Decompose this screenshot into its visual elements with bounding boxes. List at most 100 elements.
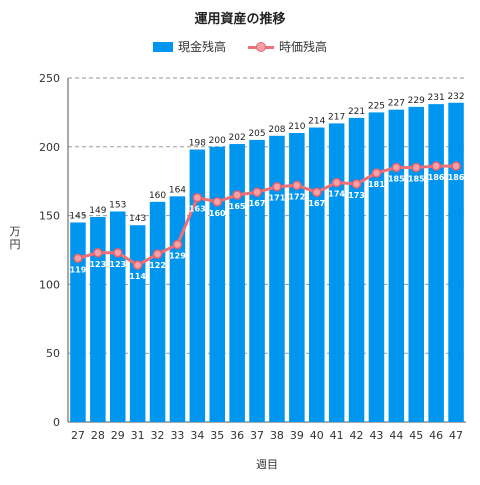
line-value-label: 119 (70, 265, 87, 274)
bar-value-label: 221 (348, 107, 365, 117)
y-tick-label: 200 (39, 141, 60, 154)
line-point (371, 168, 382, 178)
bar (269, 135, 285, 423)
bar-value-label: 164 (169, 185, 186, 195)
bar (189, 149, 206, 422)
line-value-label: 165 (229, 202, 246, 211)
bar (109, 211, 126, 422)
line-value-label: 172 (288, 192, 305, 201)
bar-value-label: 153 (109, 200, 126, 210)
y-tick-label: 50 (46, 347, 60, 360)
line-value-label: 186 (428, 173, 445, 182)
legend-item-market: 時価残高 (248, 38, 327, 55)
bar (229, 144, 245, 422)
y-tick-label: 100 (39, 278, 60, 291)
line-value-label: 185 (388, 174, 405, 183)
y-axis-label: 万円 (9, 225, 21, 251)
x-tick-label: 27 (71, 429, 85, 442)
bar-value-label: 217 (328, 112, 345, 122)
x-tick-label: 39 (290, 429, 304, 442)
line-point (411, 162, 421, 173)
bar (308, 127, 325, 422)
bar-value-label: 231 (428, 93, 445, 103)
x-tick-label: 31 (131, 429, 145, 442)
bar (129, 225, 146, 422)
line-value-label: 163 (189, 205, 206, 214)
x-tick-label: 36 (230, 429, 244, 442)
bar-value-label: 227 (388, 99, 405, 109)
bar-value-label: 208 (268, 125, 285, 135)
chart-title: 運用資産の推移 (194, 12, 286, 27)
bar (408, 106, 425, 423)
x-tick-label: 43 (369, 429, 383, 442)
line-value-label: 186 (448, 173, 465, 182)
x-tick-label: 47 (449, 429, 463, 442)
line-point (113, 248, 123, 258)
bar-value-label: 232 (447, 92, 464, 102)
line-value-label: 167 (249, 199, 266, 208)
bar-value-label: 225 (368, 101, 385, 111)
bar (388, 109, 405, 422)
bar-value-label: 160 (149, 191, 166, 201)
line-value-label: 171 (269, 194, 286, 203)
bar (70, 222, 86, 422)
line-point (172, 239, 183, 250)
line-point (252, 187, 262, 197)
legend-swatch-bar (152, 41, 173, 52)
line-point (132, 260, 143, 270)
x-tick-label: 28 (91, 429, 105, 442)
bar (348, 117, 365, 423)
x-tick-label: 40 (310, 429, 324, 442)
line-value-label: 173 (348, 191, 365, 200)
bar (209, 146, 226, 423)
line-value-label: 122 (149, 261, 166, 270)
line-value-label: 123 (89, 260, 106, 269)
bar-value-label: 229 (408, 96, 425, 106)
line-value-label: 174 (328, 190, 345, 199)
legend-label-cash: 現金残高 (177, 40, 226, 54)
x-tick-label: 42 (350, 429, 364, 442)
bar-value-label: 205 (248, 129, 265, 139)
x-tick-label: 33 (170, 429, 184, 442)
bar (448, 102, 464, 422)
line-point (232, 190, 242, 200)
x-tick-label: 35 (210, 429, 224, 442)
line-value-label: 167 (308, 199, 325, 208)
line-point (192, 192, 203, 203)
bar (289, 133, 305, 423)
bar (169, 196, 186, 422)
bar-value-label: 200 (209, 136, 226, 146)
x-tick-label: 34 (190, 429, 204, 442)
x-tick-label: 45 (409, 429, 423, 442)
line-value-label: 129 (169, 251, 186, 260)
legend-swatch-line (248, 41, 274, 52)
bar (428, 104, 444, 423)
line-point (152, 249, 163, 259)
line-point (272, 181, 282, 192)
line-point (451, 161, 461, 171)
x-tick-label: 44 (389, 429, 403, 442)
bar-value-label: 143 (129, 214, 146, 224)
bar-value-label: 145 (69, 211, 86, 221)
x-axis-label: 週目 (256, 458, 278, 471)
bar-value-label: 198 (189, 139, 206, 149)
bar (249, 139, 265, 423)
bar-value-label: 202 (229, 133, 246, 143)
bar (368, 112, 385, 423)
line-point (292, 180, 302, 191)
x-tick-label: 37 (250, 429, 264, 442)
line-point (391, 162, 402, 173)
line-point (212, 197, 222, 207)
line-point (73, 253, 83, 264)
bar (149, 201, 166, 422)
line-point (93, 248, 103, 258)
line-value-label: 160 (209, 209, 226, 218)
legend-item-cash: 現金残高 (152, 38, 226, 55)
line-value-label: 114 (129, 272, 146, 281)
line-value-label: 123 (109, 260, 126, 269)
bar-value-label: 210 (288, 122, 305, 132)
y-tick-label: 250 (39, 72, 60, 85)
x-tick-label: 41 (330, 429, 344, 442)
bar (328, 123, 345, 423)
